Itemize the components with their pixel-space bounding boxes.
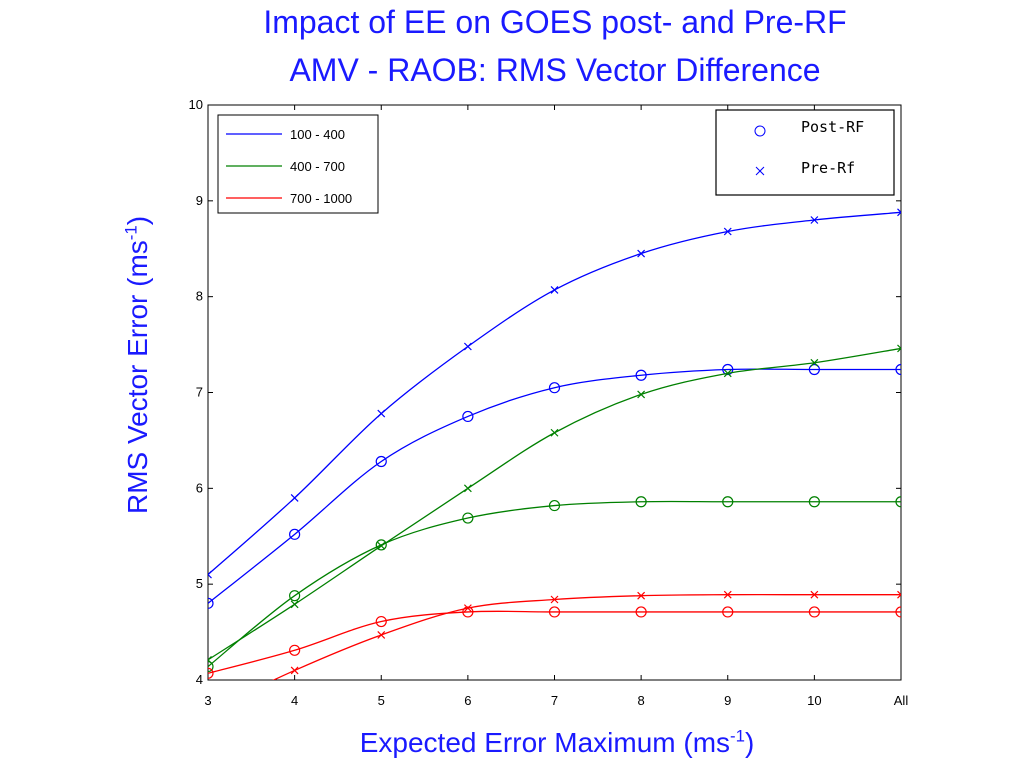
data-point-400-700-circle xyxy=(208,660,214,673)
x-axis-label: Expected Error Maximum (ms-1) xyxy=(360,727,755,759)
series-line-100-400-circle xyxy=(208,368,901,604)
x-tick-label: 7 xyxy=(551,693,558,708)
data-point-100-400-circle xyxy=(548,382,561,394)
data-point-700-1000-x xyxy=(550,595,559,604)
data-point-400-700-circle xyxy=(895,496,901,508)
x-tick-label: 4 xyxy=(291,693,298,708)
data-point-700-1000-x xyxy=(463,604,472,613)
data-point-100-400-circle xyxy=(289,528,301,540)
x-tick-label: 6 xyxy=(464,693,471,708)
y-tick-label: 9 xyxy=(196,193,203,208)
marker-legend-label-pre-rf: Pre-Rf xyxy=(801,159,855,177)
x-tick-label: 5 xyxy=(378,693,385,708)
y-tick-label: 4 xyxy=(196,672,203,687)
data-point-700-1000-circle xyxy=(808,606,820,618)
data-point-700-1000-x xyxy=(290,666,299,675)
data-point-700-1000-x xyxy=(205,708,212,715)
marker-legend-circle-icon xyxy=(754,125,766,137)
data-point-700-1000-circle xyxy=(289,644,301,656)
x-axis-label-text: Expected Error Maximum (ms xyxy=(359,727,731,758)
data-point-400-700-circle xyxy=(808,496,820,508)
data-point-100-400-circle xyxy=(462,410,474,423)
data-point-700-1000-x xyxy=(723,590,732,599)
data-point-100-400-x xyxy=(377,409,386,418)
data-point-100-400-x xyxy=(637,249,646,258)
x-tick-label: 3 xyxy=(204,693,211,708)
x-tick-label: 8 xyxy=(638,693,645,708)
data-point-700-1000-circle xyxy=(635,606,647,618)
data-point-100-400-x xyxy=(550,286,559,294)
data-point-700-1000-circle xyxy=(895,606,901,618)
data-point-100-400-circle xyxy=(808,363,820,376)
data-point-400-700-x xyxy=(637,390,646,399)
data-point-700-1000-circle xyxy=(722,606,734,618)
data-point-400-700-x xyxy=(290,600,299,609)
series-line-400-700-circle xyxy=(208,500,901,668)
data-point-100-400-circle xyxy=(895,363,901,376)
y-tick-label: 8 xyxy=(196,289,203,304)
y-tick-label: 5 xyxy=(196,576,203,591)
data-point-100-400-circle xyxy=(375,455,387,468)
marker-legend-x-icon xyxy=(755,166,765,176)
x-axis-label-close: ) xyxy=(744,727,755,758)
data-point-700-1000-x xyxy=(377,631,386,639)
x-tick-label: All xyxy=(894,693,909,708)
data-point-700-1000-x xyxy=(810,590,819,599)
x-axis-label-unit-exponent: -1 xyxy=(730,726,745,746)
data-point-400-700-x xyxy=(723,369,732,378)
x-tick-label: 9 xyxy=(724,693,731,708)
data-point-700-1000-circle xyxy=(208,667,214,679)
data-point-400-700-circle xyxy=(722,496,734,508)
data-point-400-700-circle xyxy=(462,512,474,524)
color-legend-label-100-400: 100 - 400 xyxy=(290,127,345,142)
series-line-100-400-x xyxy=(208,211,901,576)
marker-legend-label-post-rf: Post-RF xyxy=(801,118,864,136)
data-point-100-400-circle xyxy=(208,597,214,609)
data-point-400-700-x xyxy=(897,344,901,353)
y-tick-label: 7 xyxy=(196,385,203,400)
data-point-100-400-x xyxy=(897,208,901,217)
data-point-100-400-x xyxy=(208,570,212,579)
data-point-400-700-x xyxy=(377,541,386,550)
data-point-100-400-x xyxy=(723,227,732,236)
data-point-700-1000-circle xyxy=(462,606,474,618)
color-legend: 100 - 400 400 - 700 700 - 1000 xyxy=(217,114,379,214)
data-point-400-700-circle xyxy=(635,496,647,508)
y-tick-label: 10 xyxy=(189,97,203,112)
data-point-400-700-circle xyxy=(548,499,561,512)
data-point-700-1000-circle xyxy=(548,606,561,618)
data-point-400-700-x xyxy=(208,655,212,664)
x-tick-label: 10 xyxy=(807,693,821,708)
chart-title-line-2: AMV - RAOB: RMS Vector Difference xyxy=(289,52,821,88)
data-point-700-1000-circle xyxy=(375,615,387,628)
data-point-400-700-x xyxy=(810,358,819,367)
color-legend-label-700-1000: 700 - 1000 xyxy=(290,191,352,206)
data-point-700-1000-x xyxy=(897,590,901,599)
data-point-400-700-x xyxy=(463,484,472,493)
data-point-400-700-circle xyxy=(375,539,387,551)
marker-legend-box xyxy=(715,109,895,196)
data-point-100-400-x xyxy=(810,216,819,224)
data-point-100-400-x xyxy=(290,493,299,502)
color-legend-label-400-700: 400 - 700 xyxy=(290,159,345,174)
series-group xyxy=(205,208,901,715)
data-point-400-700-x xyxy=(550,428,559,437)
series-line-700-1000-circle xyxy=(208,610,901,674)
data-point-100-400-circle xyxy=(722,363,734,376)
color-legend-box xyxy=(217,114,379,214)
data-point-400-700-circle xyxy=(289,590,301,602)
data-point-100-400-x xyxy=(463,342,472,351)
series-line-400-700-x xyxy=(208,347,901,661)
data-point-100-400-circle xyxy=(635,369,647,381)
data-point-700-1000-x xyxy=(637,591,646,600)
y-tick-label: 6 xyxy=(196,480,203,495)
marker-legend: Post-RF Pre-Rf xyxy=(715,109,895,196)
chart-title-line-1: Impact of EE on GOES post- and Pre-RF xyxy=(263,4,847,40)
